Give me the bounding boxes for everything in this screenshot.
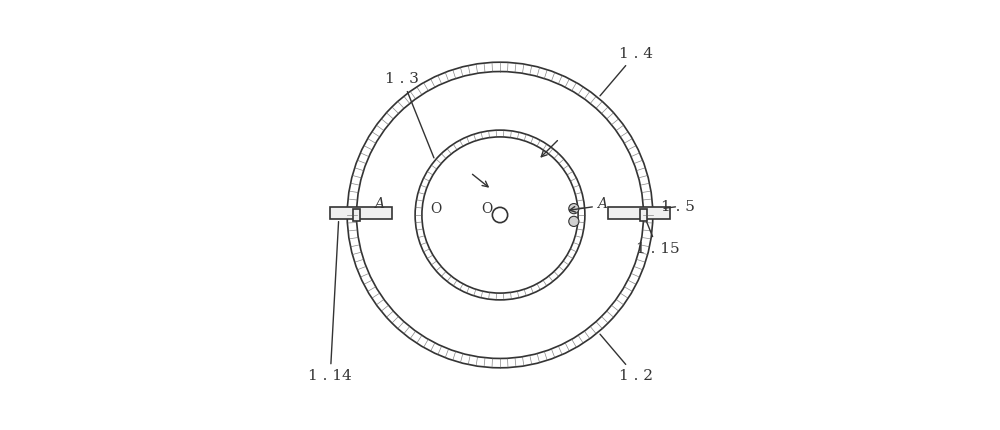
Circle shape — [569, 216, 579, 227]
Text: 1 . 2: 1 . 2 — [600, 334, 653, 383]
Text: A: A — [374, 197, 384, 212]
Bar — [353, 209, 360, 221]
Circle shape — [569, 203, 579, 214]
Text: 1 . 4: 1 . 4 — [600, 47, 653, 96]
Text: 1 . 3: 1 . 3 — [385, 72, 434, 158]
Text: 1 . 5: 1 . 5 — [661, 200, 695, 214]
Bar — [330, 207, 392, 219]
Text: 1 . 14: 1 . 14 — [308, 221, 352, 383]
Bar — [640, 209, 647, 221]
Text: A: A — [597, 197, 607, 212]
Text: 1 . 15: 1 . 15 — [636, 222, 679, 256]
Text: O: O — [431, 202, 442, 215]
Text: O: O — [482, 202, 493, 215]
Bar — [608, 207, 670, 219]
